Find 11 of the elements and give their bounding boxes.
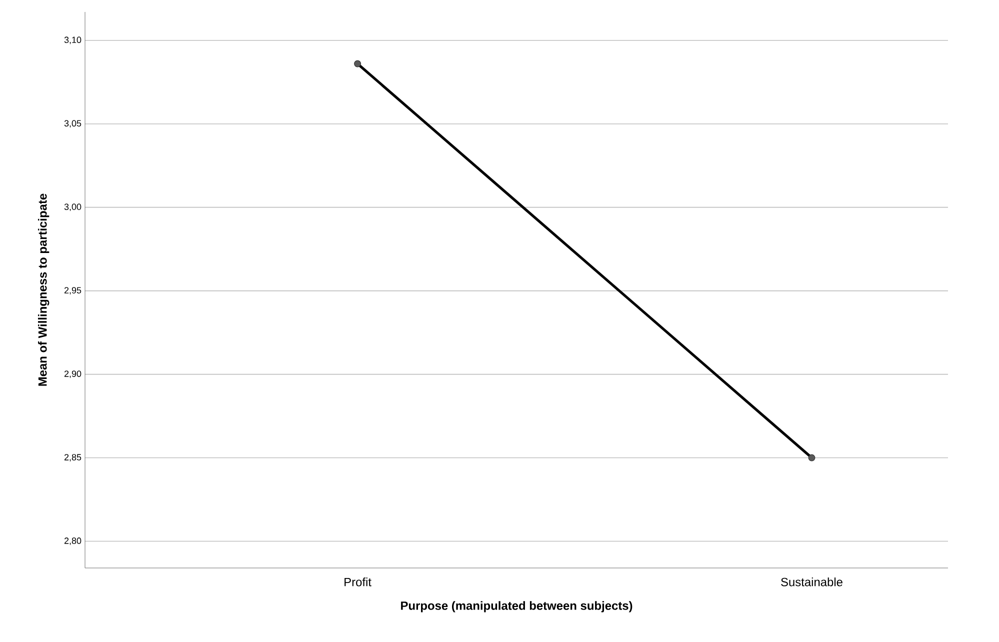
y-tick-label: 3,00 <box>64 204 82 212</box>
x-tick-label: Sustainable <box>781 578 842 586</box>
y-axis-title: Mean of Willingness to participate <box>38 194 50 386</box>
x-axis-title: Purpose (manipulated between subjects) <box>401 601 632 612</box>
y-tick-label: 2,95 <box>64 287 82 295</box>
x-tick-label: Profit <box>344 578 372 586</box>
y-tick-label: 3,05 <box>64 120 82 128</box>
y-tick-label: 2,85 <box>64 454 82 462</box>
y-tick-label: 2,80 <box>64 538 82 545</box>
y-tick-label: 3,10 <box>64 36 82 44</box>
y-tick-label: 2,90 <box>64 370 82 378</box>
